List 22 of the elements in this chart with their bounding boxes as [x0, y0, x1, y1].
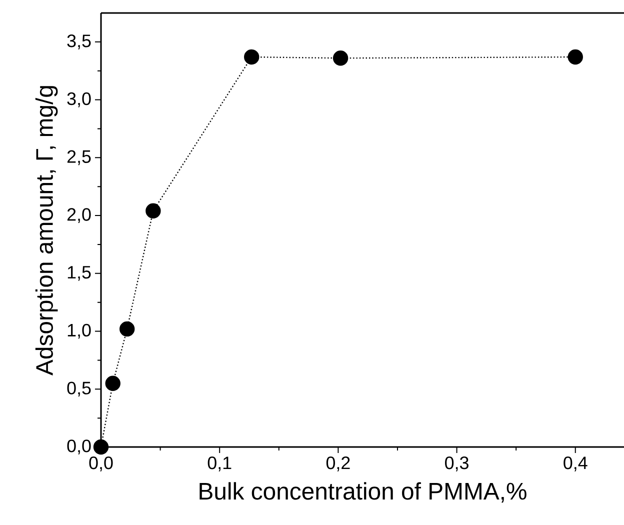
x-axis-title: Bulk concentration of PMMA,% — [200, 482, 526, 503]
point — [119, 321, 135, 337]
point — [332, 50, 348, 66]
x-tick-label: 0,3 — [445, 456, 468, 472]
x-tick-label: 0,0 — [89, 456, 113, 472]
point — [244, 49, 260, 65]
y-tick-label: 0,5 — [67, 382, 91, 397]
point — [568, 49, 583, 65]
point — [93, 439, 109, 455]
y-tick-label: 2,0 — [67, 208, 91, 223]
point — [105, 376, 120, 391]
y-tick-label: 1,5 — [68, 266, 91, 281]
y-tick-label: 2,5 — [67, 150, 91, 166]
point — [146, 203, 161, 218]
y-tick-label: 1,0 — [68, 324, 91, 339]
y-tick-label: 3,5 — [67, 34, 91, 50]
y-tick-label: 3,0 — [67, 92, 91, 108]
x-tick-label: 0,4 — [564, 456, 588, 472]
x-tick-label: 0,1 — [208, 456, 232, 472]
x-tick-label: 0,2 — [326, 456, 350, 472]
y-tick-label: 0,0 — [67, 440, 91, 454]
y-axis-title: Adsorption amount, Γ, mg/g — [35, 86, 58, 376]
